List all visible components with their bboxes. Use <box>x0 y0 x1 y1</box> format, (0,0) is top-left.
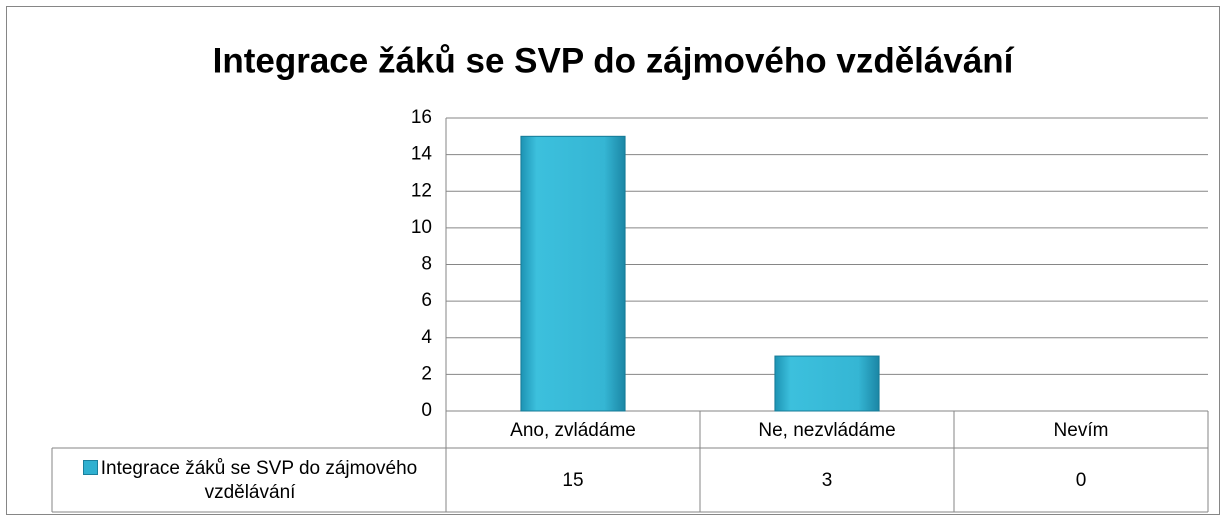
table-value: 0 <box>1076 470 1087 491</box>
y-tick-label: 16 <box>411 107 432 128</box>
y-tick-label: 4 <box>421 327 432 348</box>
x-tick-label: Nevím <box>1054 420 1109 441</box>
y-tick-label: 12 <box>411 180 432 201</box>
y-tick-label: 2 <box>421 363 432 384</box>
y-tick-label: 0 <box>421 400 432 421</box>
bar <box>520 135 626 412</box>
bar <box>774 355 880 412</box>
chart-title: Integrace žáků se SVP do zájmového vzděl… <box>213 41 1015 80</box>
y-tick-label: 14 <box>411 144 433 165</box>
table-value: 3 <box>822 470 833 491</box>
table-value: 15 <box>562 470 583 491</box>
x-tick-label: Ne, nezvládáme <box>758 420 895 441</box>
y-tick-label: 10 <box>411 217 432 238</box>
legend-entry: Integrace žáků se SVP do zájmového vzděl… <box>56 452 444 510</box>
legend-label: Integrace žáků se SVP do zájmového vzděl… <box>100 458 418 503</box>
y-tick-label: 6 <box>421 290 432 311</box>
y-tick-label: 8 <box>421 254 432 275</box>
legend-key <box>82 460 98 475</box>
x-tick-label: Ano, zvládáme <box>510 420 636 441</box>
